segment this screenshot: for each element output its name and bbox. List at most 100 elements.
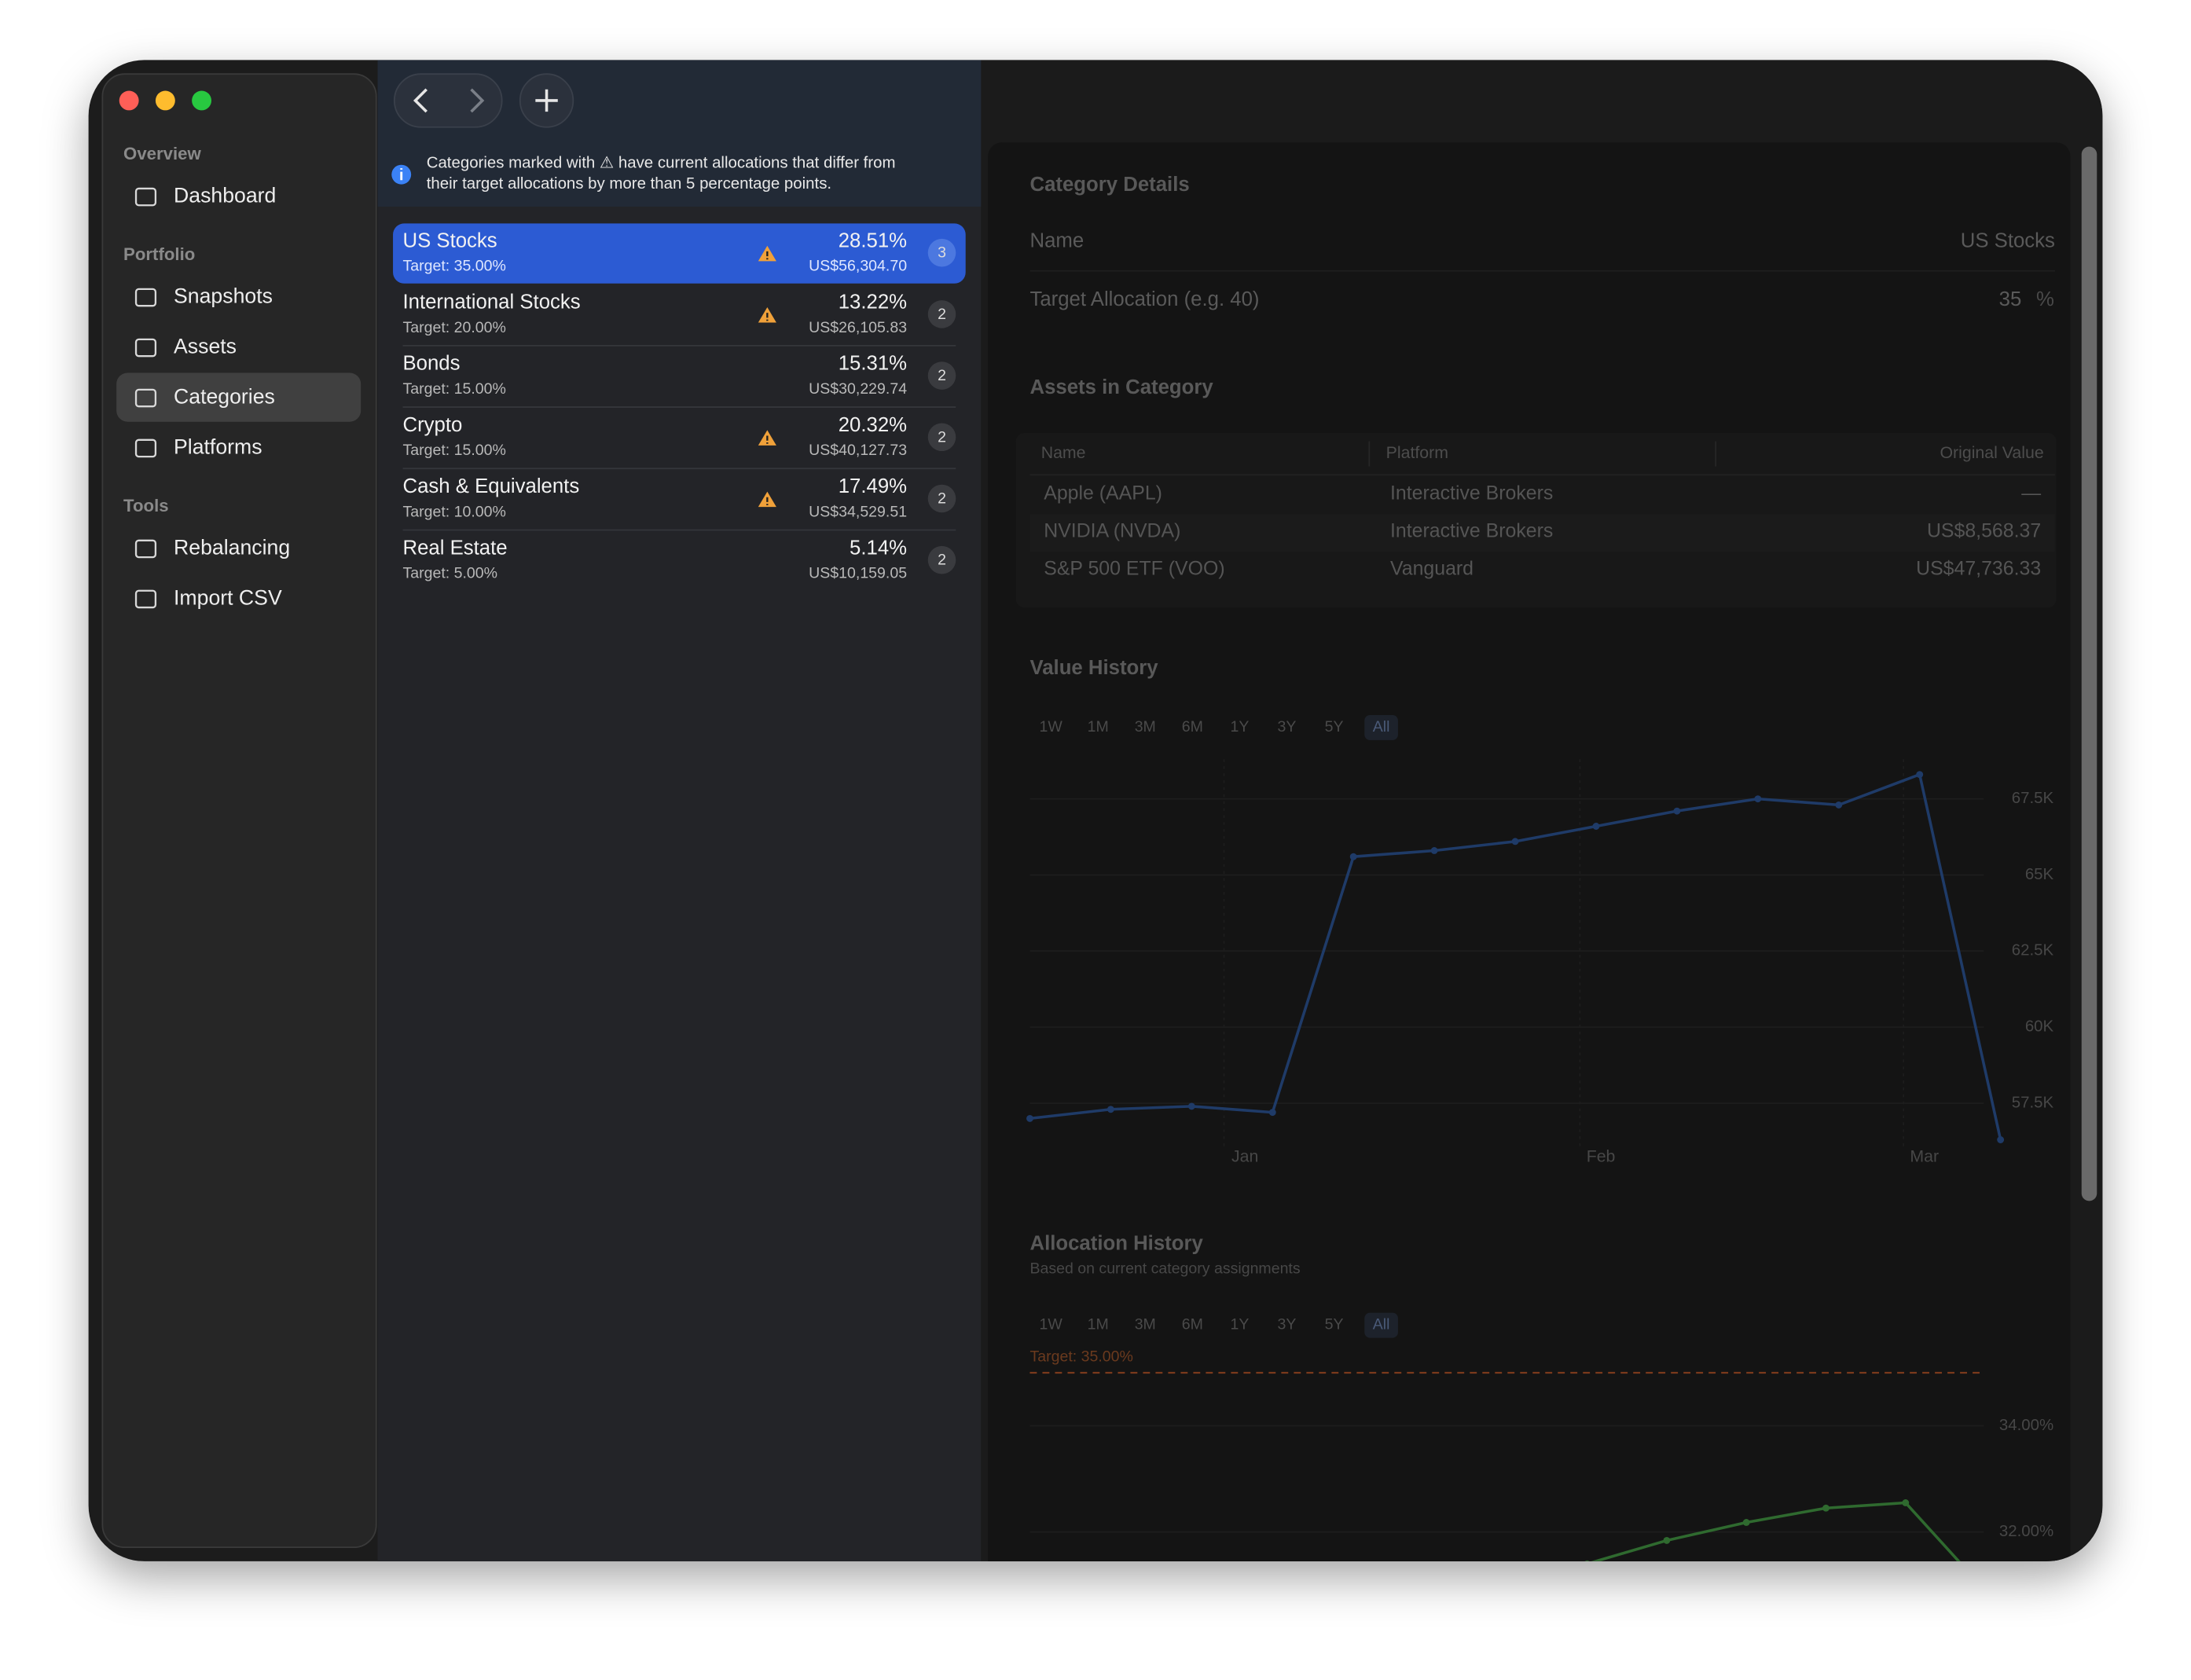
category-allocation: 5.14%	[850, 537, 907, 559]
data-point	[1663, 1537, 1670, 1544]
field-label: Name	[1029, 229, 1084, 251]
sidebar-item[interactable]: Rebalancing	[174, 535, 290, 559]
x-tick-label: Mar	[1910, 1146, 1939, 1165]
data-point	[1593, 823, 1600, 830]
data-point	[1754, 795, 1761, 802]
scrollbar[interactable]	[2082, 147, 2097, 1201]
table-cell: Interactive Brokers	[1390, 520, 1553, 542]
category-value: US$30,229.74	[809, 380, 907, 398]
y-tick-label: 62.5K	[2012, 942, 2054, 959]
range-button[interactable]: 1M	[1088, 718, 1109, 735]
category-value: US$40,127.73	[809, 442, 907, 459]
count-text: 2	[938, 428, 946, 446]
range-button[interactable]: 5Y	[1325, 718, 1344, 735]
data-point	[1107, 1106, 1114, 1113]
x-tick-label: Feb	[1587, 1146, 1616, 1165]
category-allocation: 20.32%	[839, 414, 907, 436]
column-header: Original Value	[1940, 443, 2043, 462]
range-button[interactable]: 1W	[1039, 1316, 1062, 1333]
sidebar-section: Tools	[123, 496, 169, 515]
range-button[interactable]: 6M	[1182, 718, 1203, 735]
range-button[interactable]: 3Y	[1278, 718, 1297, 735]
range-button[interactable]: 1M	[1088, 1316, 1109, 1333]
category-value: US$26,105.83	[809, 319, 907, 336]
field-value[interactable]: US Stocks	[1961, 229, 2055, 251]
count-text: 2	[938, 490, 946, 508]
category-name: Real Estate	[402, 537, 507, 559]
nav-buttons	[395, 74, 502, 127]
data-point	[1822, 1505, 1830, 1512]
data-point	[1512, 838, 1519, 845]
data-point	[1997, 1136, 2004, 1143]
window-content: Categories marked with ⚠ have current al…	[102, 60, 2102, 1594]
section-title: Allocation History	[1029, 1232, 1203, 1254]
data-point	[1188, 1102, 1195, 1110]
category-target: Target: 5.00%	[402, 565, 497, 582]
sidebar-item[interactable]: Assets	[174, 335, 237, 358]
category-name: International Stocks	[402, 291, 580, 313]
range-button[interactable]: All	[1373, 718, 1390, 735]
range-button[interactable]: 1W	[1039, 718, 1062, 735]
y-tick-label: 32.00%	[1999, 1523, 2053, 1540]
range-button[interactable]: 6M	[1182, 1316, 1203, 1333]
section-subtitle: Based on current category assignments	[1029, 1260, 1300, 1278]
column-header: Name	[1041, 443, 1086, 462]
sidebar-item[interactable]: Dashboard	[174, 184, 276, 207]
sidebar-item[interactable]: Platforms	[174, 435, 262, 459]
table-cell: Interactive Brokers	[1390, 482, 1553, 504]
table-cell: US$8,568.37	[1927, 520, 2041, 542]
category-name: Cash & Equivalents	[402, 475, 579, 497]
y-tick-label: 57.5K	[2012, 1094, 2054, 1111]
data-point	[1026, 1115, 1033, 1122]
category-target: Target: 20.00%	[402, 319, 505, 336]
zoom-button[interactable]	[192, 91, 211, 111]
column-header: Platform	[1386, 443, 1448, 462]
category-target: Target: 35.00%	[402, 258, 505, 275]
table-cell: NVIDIA (NVDA)	[1044, 520, 1180, 542]
count-text: 2	[938, 306, 946, 323]
info-text: their target allocations by more than 5 …	[427, 175, 831, 193]
data-point	[1350, 853, 1357, 860]
range-button[interactable]: All	[1373, 1316, 1390, 1333]
y-tick-label: 34.00%	[1999, 1417, 2053, 1434]
data-point	[1743, 1519, 1750, 1526]
y-tick-label: 65K	[2025, 866, 2054, 883]
sidebar-section: Portfolio	[123, 244, 195, 264]
data-point	[1269, 1109, 1276, 1116]
table-cell: S&P 500 ETF (VOO)	[1044, 558, 1224, 580]
range-button[interactable]: 1Y	[1230, 1316, 1249, 1333]
category-value: US$56,304.70	[809, 258, 907, 275]
count-text: 3	[938, 244, 946, 262]
field-value[interactable]: 35	[1999, 288, 2022, 310]
data-point	[1835, 801, 1842, 809]
category-allocation: 15.31%	[839, 353, 907, 375]
category-allocation: 17.49%	[839, 475, 907, 497]
data-point	[1902, 1499, 1909, 1506]
data-point	[1673, 808, 1680, 815]
field-unit: %	[2036, 288, 2054, 310]
sidebar-item[interactable]: Categories	[174, 385, 275, 409]
y-tick-label: 60K	[2025, 1018, 2054, 1036]
data-point	[1431, 847, 1438, 854]
range-button[interactable]: 3Y	[1278, 1316, 1297, 1333]
table-cell: —	[2021, 482, 2041, 504]
section-title: Value History	[1029, 657, 1158, 679]
minimize-button[interactable]	[156, 91, 175, 111]
range-button[interactable]: 3M	[1135, 718, 1156, 735]
count-text: 2	[938, 367, 946, 384]
info-text: Categories marked with ⚠ have current al…	[427, 154, 896, 171]
section-title: Assets in Category	[1029, 376, 1213, 398]
sidebar-item[interactable]: Import CSV	[174, 585, 282, 609]
range-button[interactable]: 3M	[1135, 1316, 1156, 1333]
sidebar-item[interactable]: Snapshots	[174, 284, 273, 308]
range-button[interactable]: 1Y	[1230, 718, 1249, 735]
category-allocation: 28.51%	[839, 229, 907, 251]
close-button[interactable]	[119, 91, 139, 111]
category-name: Bonds	[402, 353, 460, 375]
category-target: Target: 15.00%	[402, 380, 505, 398]
category-value: US$10,159.05	[809, 565, 907, 582]
table-cell: Apple (AAPL)	[1044, 482, 1162, 504]
y-tick-label: 67.5K	[2012, 790, 2054, 807]
range-button[interactable]: 5Y	[1325, 1316, 1344, 1333]
